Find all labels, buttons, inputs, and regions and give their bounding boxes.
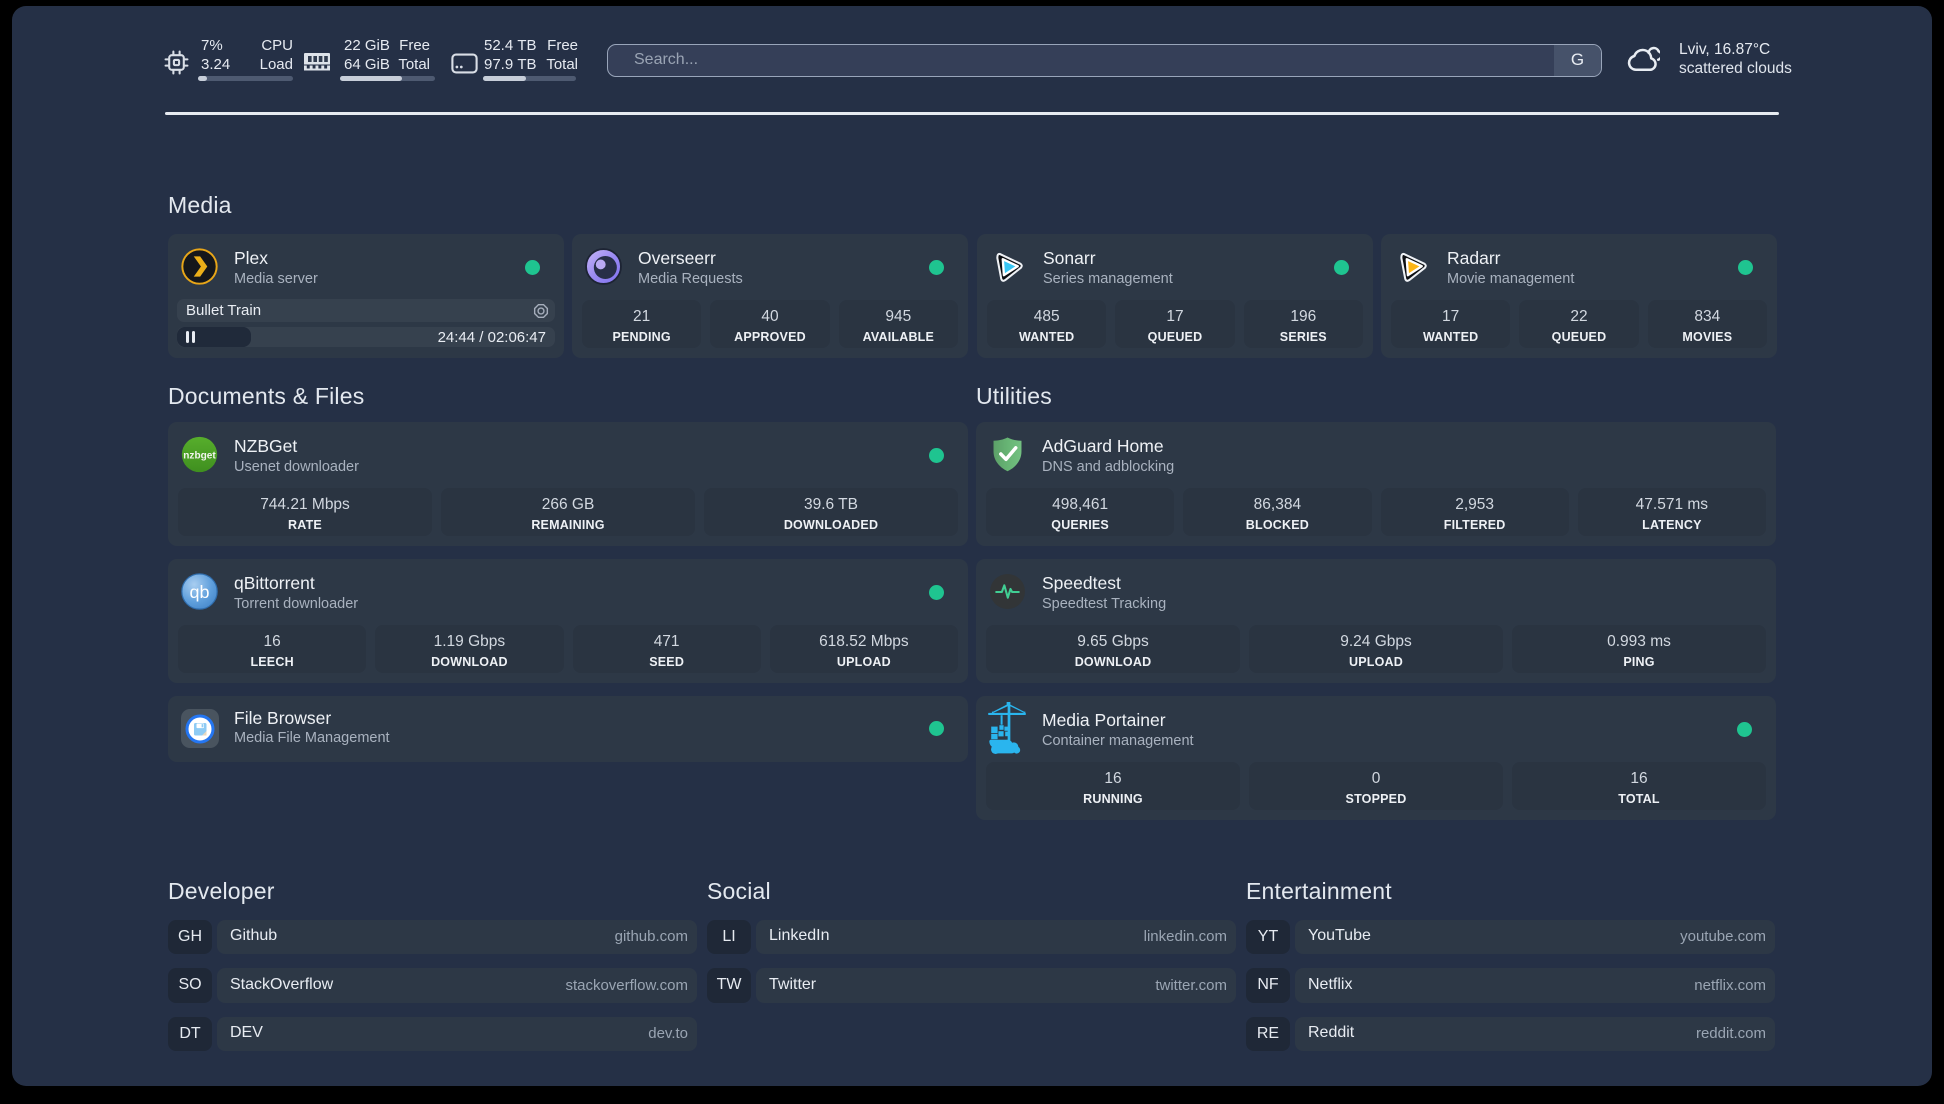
svg-text:nzbget: nzbget — [183, 450, 216, 461]
svg-text:qb: qb — [190, 582, 210, 602]
